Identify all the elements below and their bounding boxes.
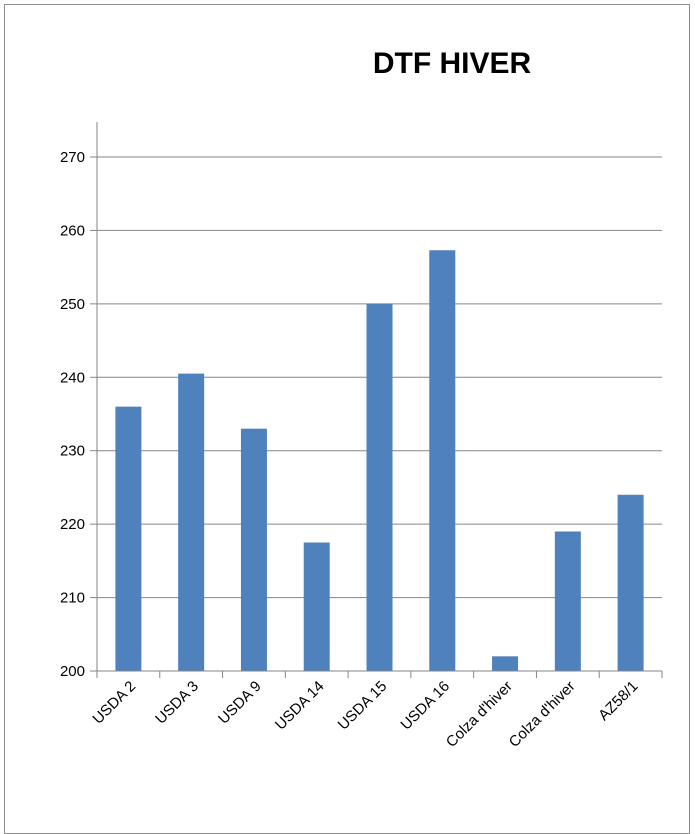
bar bbox=[366, 303, 393, 671]
y-tick-label: 250 bbox=[60, 296, 85, 313]
axes bbox=[90, 122, 663, 678]
x-tick-label: Colza d'hiver bbox=[443, 678, 516, 751]
bar bbox=[429, 250, 456, 672]
x-tick-label: USDA 3 bbox=[152, 678, 202, 728]
chart-title: DTF HIVER bbox=[372, 47, 532, 80]
y-tick-label: 270 bbox=[60, 149, 85, 166]
y-tick-label: 260 bbox=[60, 222, 85, 239]
x-tick-label: AZ58/1 bbox=[595, 678, 641, 724]
x-tick-labels: USDA 2 USDA 3 USDA 9 USDA 14 USDA 15 USDA 16C… bbox=[89, 678, 641, 751]
bar bbox=[554, 531, 581, 671]
y-tick-label: 210 bbox=[60, 590, 85, 607]
bar bbox=[240, 428, 267, 671]
y-tick-label: 220 bbox=[60, 516, 85, 533]
y-tick-labels: 200 210 220 230 240 250 260 270 bbox=[60, 149, 85, 680]
x-tick-label: USDA 9 bbox=[215, 678, 265, 728]
x-tick-label: USDA 14 bbox=[272, 678, 328, 734]
x-tick-label: Colza d'hiver bbox=[506, 678, 579, 751]
bar bbox=[617, 494, 644, 671]
x-tick-label: USDA 16 bbox=[397, 678, 453, 734]
y-tick-label: 240 bbox=[60, 369, 85, 386]
bar bbox=[492, 656, 519, 671]
x-tick-label: USDA 15 bbox=[335, 678, 391, 734]
bar bbox=[178, 373, 205, 671]
x-tick-label: USDA 2 bbox=[89, 678, 139, 728]
y-tick-label: 200 bbox=[60, 663, 85, 680]
bar bbox=[303, 542, 330, 671]
bars bbox=[115, 250, 644, 672]
y-tick-label: 230 bbox=[60, 443, 85, 460]
bar bbox=[115, 406, 142, 671]
